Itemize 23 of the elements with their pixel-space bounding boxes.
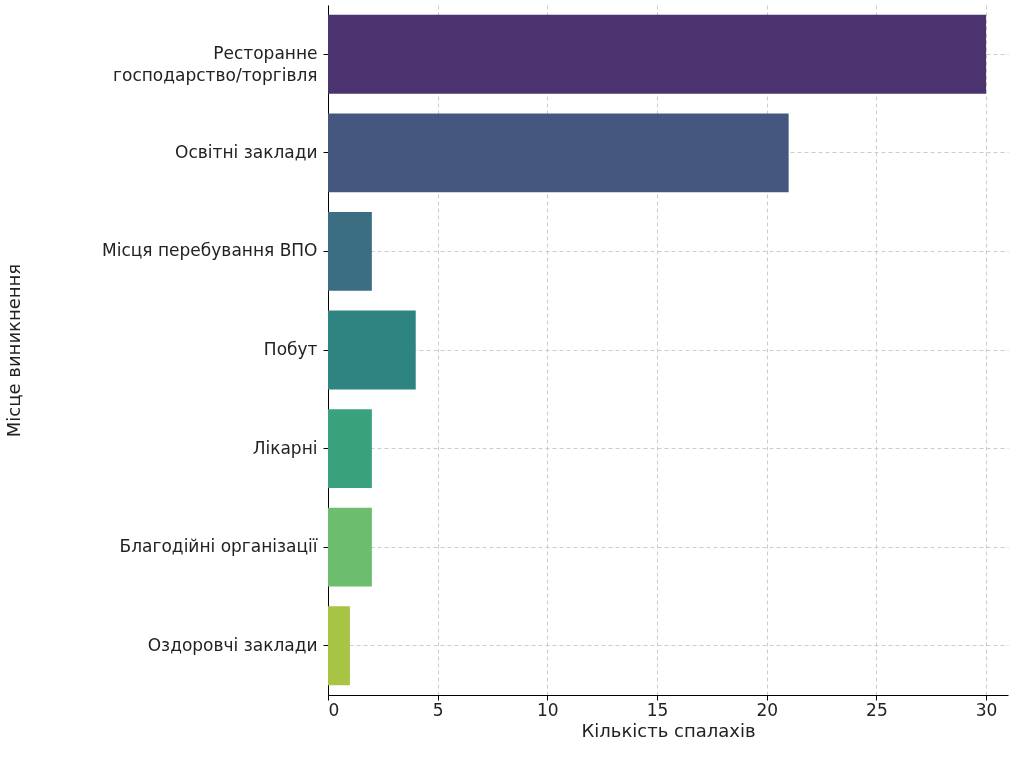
bar — [328, 14, 987, 94]
bar — [328, 507, 372, 587]
y-tick-label: Освітні заклади — [175, 141, 318, 162]
bar — [328, 310, 416, 390]
bar — [328, 113, 789, 193]
bar — [328, 409, 372, 488]
x-tick-label: 10 — [537, 699, 559, 720]
x-tick-label: 15 — [646, 699, 669, 720]
x-tick-label: 0 — [328, 699, 340, 720]
y-tick-label: Ресторанне господарство/торгівля — [113, 43, 318, 86]
bar — [328, 606, 350, 686]
y-tick-label: Оздоровчі заклади — [147, 634, 318, 655]
x-tick-label: 30 — [975, 699, 998, 720]
x-tick-label: 5 — [432, 699, 444, 720]
y-tick-label: Місця перебування ВПО — [102, 240, 318, 261]
x-axis-title: Кількість спалахів — [581, 719, 756, 741]
x-tick-label: 25 — [866, 699, 888, 720]
x-tick-label: 20 — [756, 699, 779, 720]
y-tick-label: Побут — [263, 339, 318, 359]
y-tick-label: Благодійні організації — [119, 536, 318, 557]
y-axis-title: Місце виникнення — [2, 263, 24, 438]
bar — [328, 212, 372, 291]
y-tick-label: Лікарні — [252, 437, 318, 458]
